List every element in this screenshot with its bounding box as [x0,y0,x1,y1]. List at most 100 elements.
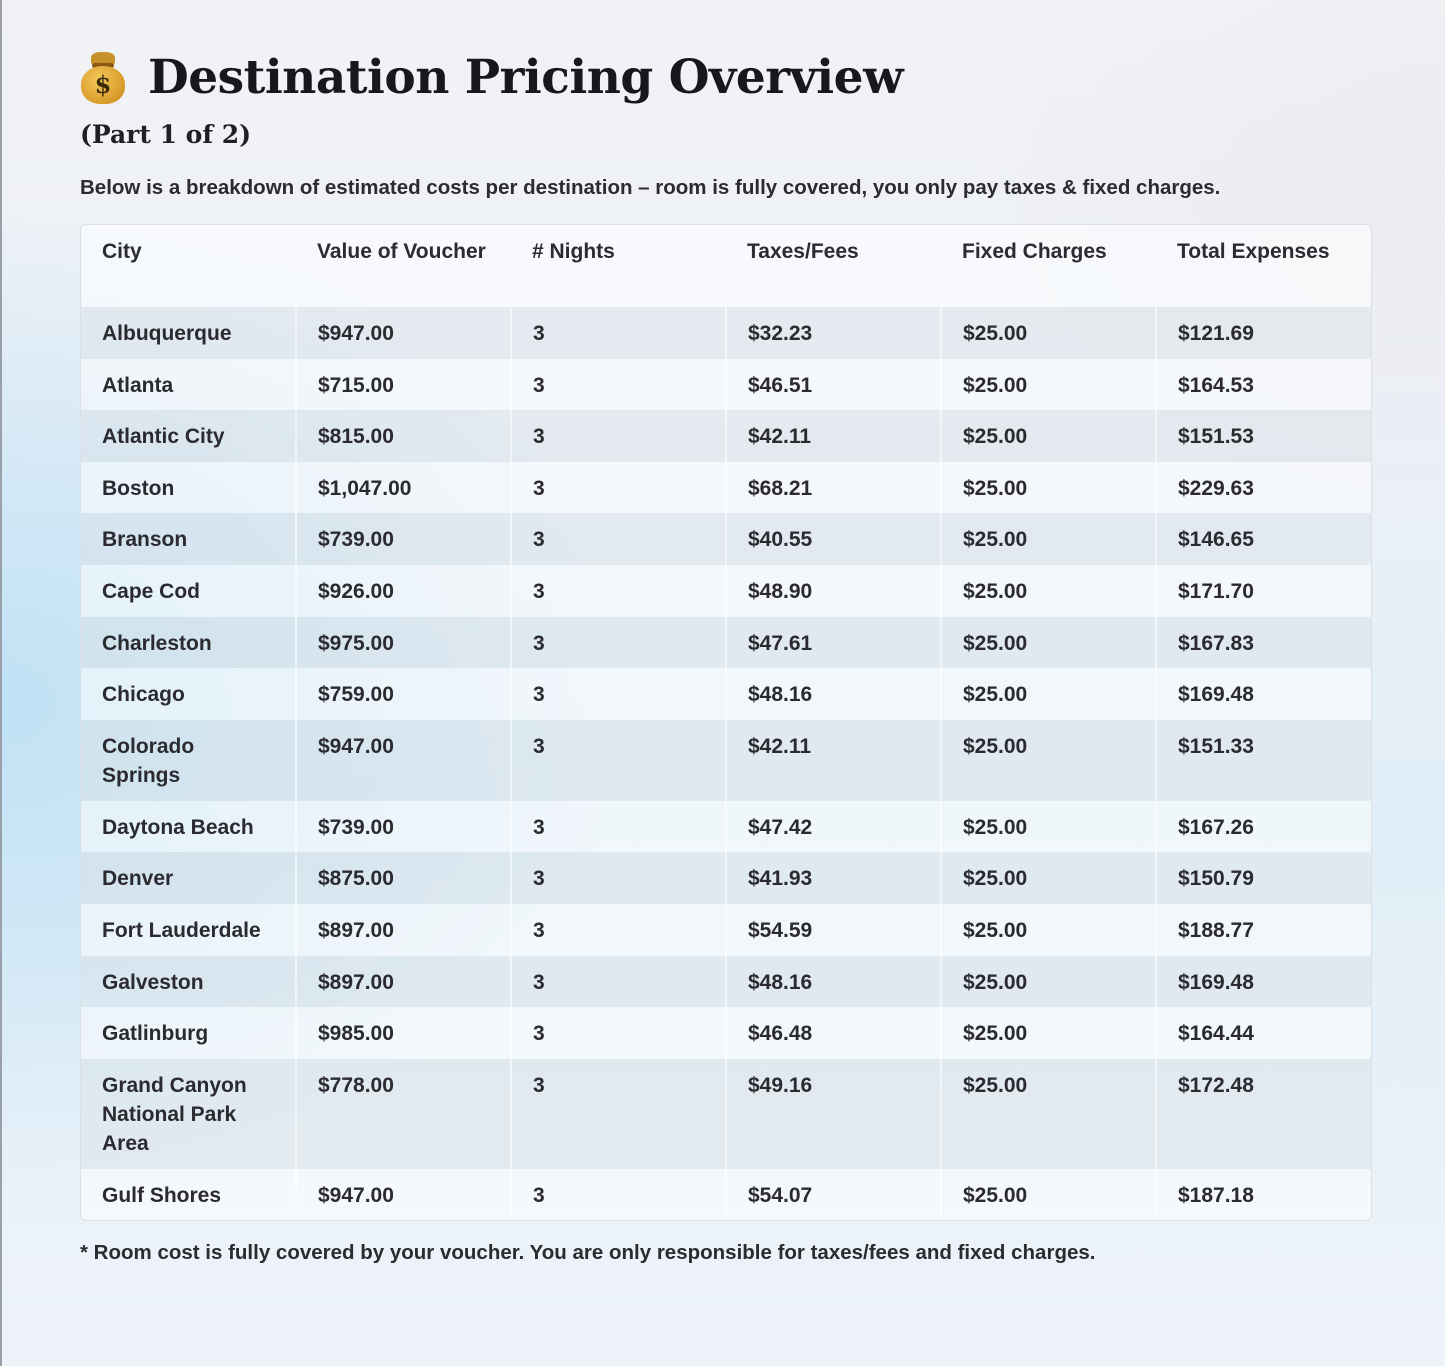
cell-total-expenses: $151.33 [1155,719,1371,801]
cell-total-expenses: $164.44 [1155,1007,1371,1059]
cell-fixed-charges: $25.00 [940,852,1156,904]
column-header-voucher-value: Value of Voucher [296,225,511,307]
intro-text: Below is a breakdown of estimated costs … [80,176,1221,199]
table-row: Atlantic City $815.00 3 $42.11 $25.00 $151.53 [81,410,1371,462]
cell-fixed-charges: $25.00 [940,461,1156,514]
cell-city: Gatlinburg [81,1007,296,1059]
pricing-table-container: City Value of Voucher # Nights Taxes/Fees Fi… [80,224,1372,1222]
table-row: Boston $1,047.00 3 $68.21 $25.00 $229.63 [81,461,1371,514]
page-subtitle: (Part 1 of 2) [80,120,252,149]
cell-city: Daytona Beach [81,800,296,853]
cell-taxes-fees: $46.48 [725,1007,941,1059]
cell-taxes-fees: $48.90 [725,564,941,617]
cell-fixed-charges: $25.00 [940,564,1156,617]
cell-taxes-fees: $42.11 [725,410,941,462]
pricing-document: $ Destination Pricing Overview (Part 1 o… [80,44,1372,1265]
cell-total-expenses: $229.63 [1155,461,1371,514]
cell-total-expenses: $151.53 [1155,410,1371,462]
table-row: Daytona Beach $739.00 3 $47.42 $25.00 $167.26 [81,800,1371,853]
cell-taxes-fees: $47.61 [725,616,941,669]
cell-nights: 3 [510,719,726,801]
cell-fixed-charges: $25.00 [940,955,1156,1008]
table-row: Cape Cod $926.00 3 $48.90 $25.00 $171.70 [81,564,1371,617]
table-body: Albuquerque $947.00 3 $32.23 $25.00 $121.69 At… [81,307,1371,1221]
cell-nights: 3 [510,1168,726,1221]
table-row: Chicago $759.00 3 $48.16 $25.00 $169.48 [81,668,1371,720]
cell-voucher-value: $947.00 [295,719,511,801]
table-row: Gulf Shores $947.00 3 $54.07 $25.00 $187.18 [81,1168,1371,1221]
table-row: Branson $739.00 3 $40.55 $25.00 $146.65 [81,513,1371,565]
cell-total-expenses: $169.48 [1155,955,1371,1008]
column-header-taxes-fees: Taxes/Fees [726,225,941,307]
cell-nights: 3 [510,903,726,956]
cell-voucher-value: $759.00 [295,668,511,720]
cell-city: Charleston [81,616,296,669]
cell-fixed-charges: $25.00 [940,307,1156,359]
left-edge-divider [0,0,2,1366]
column-header-fixed-charges: Fixed Charges [941,225,1156,307]
cell-voucher-value: $975.00 [295,616,511,669]
cell-nights: 3 [510,668,726,720]
table-row: Denver $875.00 3 $41.93 $25.00 $150.79 [81,852,1371,904]
cell-city: Colorado Springs [81,719,296,801]
cell-nights: 3 [510,1058,726,1169]
cell-voucher-value: $778.00 [295,1058,511,1169]
cell-total-expenses: $146.65 [1155,513,1371,565]
cell-voucher-value: $947.00 [295,307,511,359]
cell-voucher-value: $739.00 [295,513,511,565]
cell-taxes-fees: $42.11 [725,719,941,801]
cell-nights: 3 [510,616,726,669]
table-row: Atlanta $715.00 3 $46.51 $25.00 $164.53 [81,358,1371,411]
cell-voucher-value: $897.00 [295,903,511,956]
cell-fixed-charges: $25.00 [940,358,1156,411]
cell-total-expenses: $169.48 [1155,668,1371,720]
table-row: Fort Lauderdale $897.00 3 $54.59 $25.00 $188.… [81,903,1371,956]
cell-fixed-charges: $25.00 [940,800,1156,853]
cell-nights: 3 [510,358,726,411]
cell-taxes-fees: $40.55 [725,513,941,565]
cell-voucher-value: $926.00 [295,564,511,617]
table-header: City Value of Voucher # Nights Taxes/Fees Fi… [81,225,1371,307]
cell-taxes-fees: $49.16 [725,1058,941,1169]
table-header-row: City Value of Voucher # Nights Taxes/Fees Fi… [81,225,1371,307]
cell-fixed-charges: $25.00 [940,1058,1156,1169]
cell-voucher-value: $739.00 [295,800,511,853]
cell-city: Albuquerque [81,307,296,359]
cell-voucher-value: $1,047.00 [295,461,511,514]
cell-total-expenses: $121.69 [1155,307,1371,359]
cell-fixed-charges: $25.00 [940,513,1156,565]
cell-city: Galveston [81,955,296,1008]
cell-city: Grand Canyon National Park Area [81,1058,296,1169]
cell-nights: 3 [510,1007,726,1059]
pricing-table: City Value of Voucher # Nights Taxes/Fees Fi… [81,225,1371,1221]
cell-fixed-charges: $25.00 [940,668,1156,720]
cell-city: Atlantic City [81,410,296,462]
cell-city: Fort Lauderdale [81,903,296,956]
cell-voucher-value: $985.00 [295,1007,511,1059]
table-row: Gatlinburg $985.00 3 $46.48 $25.00 $164.44 [81,1007,1371,1059]
cell-taxes-fees: $48.16 [725,668,941,720]
cell-total-expenses: $167.83 [1155,616,1371,669]
cell-city: Atlanta [81,358,296,411]
cell-total-expenses: $172.48 [1155,1058,1371,1169]
cell-voucher-value: $947.00 [295,1168,511,1221]
table-row: Albuquerque $947.00 3 $32.23 $25.00 $121.69 [81,307,1371,359]
column-header-total-expenses: Total Expenses [1156,225,1371,307]
table-row: Grand Canyon National Park Area $778.00 3 $… [81,1058,1371,1169]
footnote: * Room cost is fully covered by your vou… [80,1241,1096,1265]
cell-taxes-fees: $41.93 [725,852,941,904]
cell-fixed-charges: $25.00 [940,903,1156,956]
cell-nights: 3 [510,513,726,565]
cell-taxes-fees: $54.59 [725,903,941,956]
cell-nights: 3 [510,800,726,853]
column-header-nights: # Nights [511,225,726,307]
cell-voucher-value: $715.00 [295,358,511,411]
cell-taxes-fees: $46.51 [725,358,941,411]
table-row: Galveston $897.00 3 $48.16 $25.00 $169.48 [81,955,1371,1008]
cell-fixed-charges: $25.00 [940,1007,1156,1059]
cell-city: Cape Cod [81,564,296,617]
cell-nights: 3 [510,955,726,1008]
money-bag-icon: $ [80,50,126,104]
cell-total-expenses: $188.77 [1155,903,1371,956]
cell-taxes-fees: $48.16 [725,955,941,1008]
